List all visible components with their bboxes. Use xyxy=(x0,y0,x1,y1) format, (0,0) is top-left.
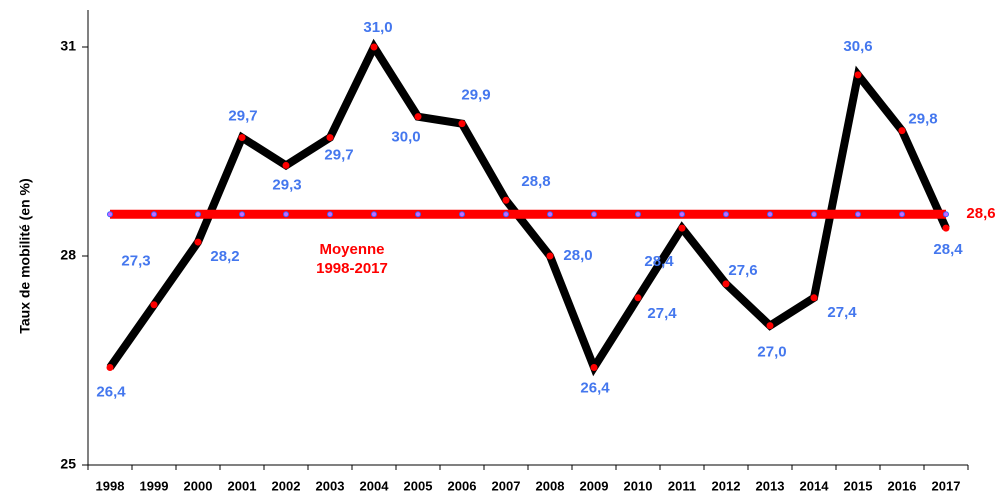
x-tick-label: 2014 xyxy=(800,478,830,493)
x-tick-label: 1999 xyxy=(140,478,169,493)
data-label: 29,9 xyxy=(461,87,490,104)
x-tick-label: 2012 xyxy=(712,478,741,493)
marker xyxy=(195,211,201,218)
marker xyxy=(371,211,377,218)
x-tick-label: 2016 xyxy=(888,478,917,493)
marker xyxy=(194,238,202,246)
marker xyxy=(855,211,861,218)
x-tick-label: 2011 xyxy=(668,478,696,493)
data-label: 30,6 xyxy=(843,38,872,55)
data-label: 29,7 xyxy=(324,147,353,164)
marker xyxy=(327,211,333,218)
marker xyxy=(414,113,422,121)
x-tick-label: 2002 xyxy=(272,478,301,493)
marker xyxy=(459,211,465,218)
data-label: 27,3 xyxy=(121,253,150,270)
data-label: 28,4 xyxy=(644,253,674,270)
marker xyxy=(811,211,817,218)
marker xyxy=(678,224,686,232)
x-tick-label: 2013 xyxy=(756,478,785,493)
data-label: 28,8 xyxy=(521,173,550,190)
x-tick-label: 2006 xyxy=(448,478,477,493)
marker xyxy=(590,363,598,371)
marker xyxy=(546,252,554,260)
x-tick-label: 2009 xyxy=(580,478,609,493)
marker xyxy=(238,134,246,142)
marker xyxy=(107,211,113,218)
series-line xyxy=(106,38,950,377)
marker xyxy=(722,280,730,288)
data-label: 26,4 xyxy=(96,383,126,400)
marker xyxy=(679,211,685,218)
marker xyxy=(634,294,642,302)
marker xyxy=(106,363,114,371)
data-label: 27,4 xyxy=(647,305,677,322)
annotation: Moyenne xyxy=(319,241,384,258)
y-tick-label: 31 xyxy=(60,38,76,54)
x-tick-label: 2017 xyxy=(932,478,961,493)
data-label: 29,3 xyxy=(272,176,301,193)
marker xyxy=(150,301,158,309)
marker xyxy=(503,211,509,218)
x-tick-label: 2010 xyxy=(624,478,653,493)
x-tick-label: 1998 xyxy=(96,478,125,493)
data-label: 29,7 xyxy=(228,108,257,125)
y-tick-label: 28 xyxy=(60,247,76,263)
marker xyxy=(151,211,157,218)
data-label: 27,4 xyxy=(827,304,857,321)
marker xyxy=(370,43,378,51)
marker xyxy=(283,211,289,218)
x-tick-label: 2000 xyxy=(184,478,213,493)
marker xyxy=(326,134,334,142)
data-label: 27,6 xyxy=(728,262,757,279)
marker xyxy=(943,211,949,218)
x-tick-label: 2015 xyxy=(844,478,873,493)
annotation: 1998-2017 xyxy=(316,260,388,277)
marker xyxy=(723,211,729,218)
marker xyxy=(591,211,597,218)
x-tick-label: 2005 xyxy=(404,478,433,493)
y-axis-label: Taux de mobilité (en %) xyxy=(17,178,33,333)
marker xyxy=(942,224,950,232)
data-label: 31,0 xyxy=(363,19,392,36)
data-label: 28,2 xyxy=(210,248,239,265)
data-label: 27,0 xyxy=(757,344,786,361)
x-tick-label: 2008 xyxy=(536,478,565,493)
marker xyxy=(810,294,818,302)
marker xyxy=(635,211,641,218)
marker xyxy=(854,71,862,79)
x-tick-label: 2003 xyxy=(316,478,345,493)
marker xyxy=(415,211,421,218)
marker xyxy=(502,196,510,204)
data-label: 30,0 xyxy=(391,129,420,146)
marker xyxy=(547,211,553,218)
data-label: 26,4 xyxy=(580,379,610,396)
marker xyxy=(282,161,290,169)
data-label: 28,6 xyxy=(966,205,995,222)
marker xyxy=(899,211,905,218)
y-tick-label: 25 xyxy=(60,456,76,472)
data-label: 28,0 xyxy=(563,247,592,264)
x-tick-label: 2001 xyxy=(228,478,257,493)
marker xyxy=(458,120,466,128)
marker xyxy=(767,211,773,218)
marker xyxy=(766,322,774,330)
data-label: 28,4 xyxy=(933,241,963,258)
x-tick-label: 2004 xyxy=(360,478,390,493)
marker xyxy=(239,211,245,218)
data-label: 29,8 xyxy=(908,111,937,128)
marker xyxy=(898,127,906,135)
x-tick-label: 2007 xyxy=(492,478,521,493)
